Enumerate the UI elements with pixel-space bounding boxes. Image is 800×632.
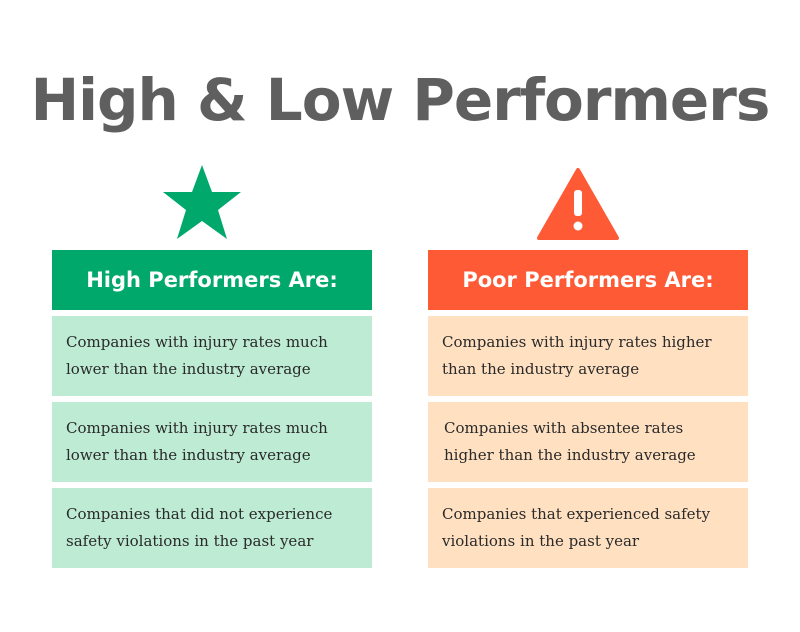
poor-performers-item: Companies that experienced safety violat… <box>428 488 748 568</box>
warning-icon <box>536 166 620 240</box>
star-icon <box>160 163 244 241</box>
poor-performers-item: Companies with absentee rates higher tha… <box>428 402 748 482</box>
high-performers-header: High Performers Are: <box>52 250 372 310</box>
page-title: High & Low Performers <box>30 66 771 134</box>
poor-performers-item: Companies with injury rates higher than … <box>428 316 748 396</box>
high-performers-item: Companies with injury rates much lower t… <box>52 402 372 482</box>
high-performers-item: Companies that did not experience safety… <box>52 488 372 568</box>
high-performers-item: Companies with injury rates much lower t… <box>52 316 372 396</box>
poor-performers-header: Poor Performers Are: <box>428 250 748 310</box>
